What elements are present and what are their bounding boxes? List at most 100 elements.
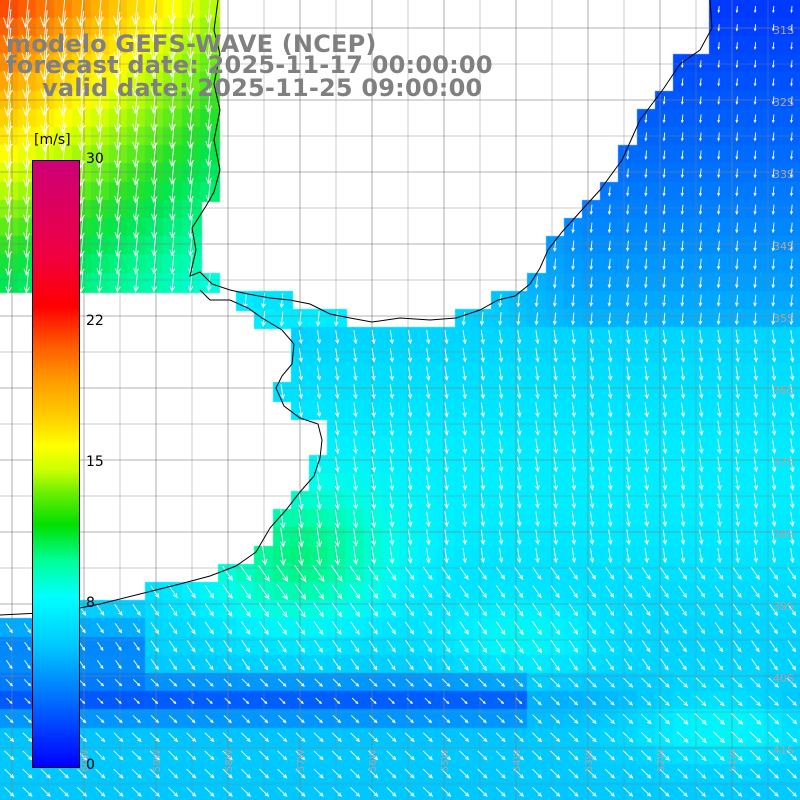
wind-arrow-head — [300, 575, 307, 583]
wind-arrow — [6, 27, 12, 64]
wind-arrow-head — [753, 28, 757, 32]
wind-arrow — [623, 696, 633, 706]
wind-arrow-head — [626, 521, 631, 527]
wind-arrow — [189, 162, 193, 184]
wind-arrow-head — [738, 719, 744, 725]
wind-arrow-head — [609, 574, 615, 580]
wind-arrow — [772, 24, 775, 31]
wind-arrow — [605, 621, 615, 634]
wind-arrow-head — [644, 539, 649, 546]
wind-arrow — [462, 402, 466, 417]
wind-arrow-head — [119, 737, 124, 743]
wind-arrow-head — [698, 503, 704, 509]
wind-arrow — [663, 222, 666, 233]
wind-arrow-head — [627, 665, 633, 671]
wind-arrow-head — [500, 593, 506, 599]
wind-arrow — [171, 69, 175, 95]
wind-arrow — [608, 222, 611, 233]
wind-arrow — [171, 106, 175, 131]
wind-arrow — [367, 566, 379, 581]
wind-arrow-head — [94, 51, 104, 62]
wind-arrow-head — [716, 320, 721, 326]
wind-arrow — [772, 330, 775, 344]
wind-arrow — [790, 402, 794, 417]
wind-arrow — [240, 565, 252, 581]
wind-arrow-head — [589, 503, 595, 509]
wind-arrow-head — [5, 268, 12, 277]
wind-arrow-head — [464, 647, 469, 654]
wind-arrow — [389, 492, 393, 509]
wind-arrow-head — [409, 593, 415, 599]
wind-arrow-head — [319, 792, 324, 797]
wind-arrow — [426, 384, 430, 399]
wind-arrow — [150, 622, 159, 634]
wind-arrow — [335, 420, 339, 436]
wind-arrow — [407, 402, 412, 417]
wind-arrow — [152, 68, 157, 96]
wind-arrow-head — [680, 467, 686, 473]
wind-arrow-head — [263, 665, 269, 671]
wind-arrow — [753, 547, 757, 563]
wind-arrow — [681, 348, 684, 362]
wind-arrow — [95, 768, 105, 779]
wind-arrow-head — [191, 792, 197, 797]
wind-arrow-head — [119, 774, 124, 779]
wind-arrow — [207, 106, 211, 130]
wind-arrow — [477, 750, 488, 761]
wind-arrow-head — [608, 339, 613, 345]
wind-arrow — [386, 566, 397, 581]
wind-arrow — [659, 786, 670, 797]
wind-arrow — [514, 678, 523, 687]
wind-arrow — [790, 114, 793, 123]
wind-arrow-head — [100, 682, 105, 687]
wind-arrow — [407, 420, 412, 435]
wind-arrow-head — [646, 593, 651, 599]
wind-arrow-head — [243, 303, 248, 309]
wind-arrow-head — [410, 683, 414, 687]
wind-arrow-head — [627, 611, 633, 617]
wind-arrow-head — [680, 302, 685, 307]
wind-arrow — [61, 29, 66, 62]
wind-arrow-head — [187, 177, 194, 185]
wind-arrow — [568, 714, 579, 724]
wind-arrow — [153, 161, 157, 185]
wind-arrow-head — [40, 124, 50, 134]
wind-arrow-head — [735, 192, 739, 197]
wind-arrow-head — [626, 485, 631, 491]
wind-arrow-head — [753, 503, 759, 509]
wind-arrow-head — [3, 88, 14, 100]
wind-arrow — [623, 603, 633, 616]
wind-arrow-head — [427, 647, 433, 653]
wind-arrow — [535, 348, 539, 362]
wind-arrow-head — [789, 394, 795, 400]
wind-arrow — [424, 697, 431, 704]
wind-arrow-head — [316, 394, 322, 400]
wind-arrow-head — [789, 284, 794, 289]
wind-arrow-head — [279, 522, 286, 529]
wind-arrow-head — [516, 302, 521, 308]
wind-arrow — [554, 276, 557, 288]
wind-arrow-head — [300, 719, 305, 724]
wind-arrow-head — [132, 231, 140, 240]
wind-arrow — [462, 511, 466, 527]
wind-arrow — [25, 140, 30, 169]
wind-arrow — [389, 510, 393, 527]
wind-arrow-head — [698, 521, 704, 527]
wind-arrow-head — [535, 394, 540, 400]
wind-arrow-head — [535, 430, 540, 436]
wind-arrow — [426, 402, 430, 417]
wind-arrow-head — [334, 321, 339, 327]
wind-arrow-head — [790, 119, 793, 124]
wind-arrow-head — [462, 357, 467, 363]
wind-arrow — [641, 603, 651, 616]
wind-arrow — [386, 768, 397, 779]
wind-arrow — [240, 768, 251, 779]
wind-arrow — [676, 731, 689, 743]
wind-arrow — [644, 511, 648, 527]
wind-arrow — [735, 438, 739, 454]
wind-arrow-head — [553, 247, 557, 253]
wind-arrow — [623, 677, 633, 688]
wind-arrow-head — [282, 629, 288, 636]
wind-arrow-head — [40, 88, 50, 99]
wind-arrow-head — [574, 701, 579, 706]
